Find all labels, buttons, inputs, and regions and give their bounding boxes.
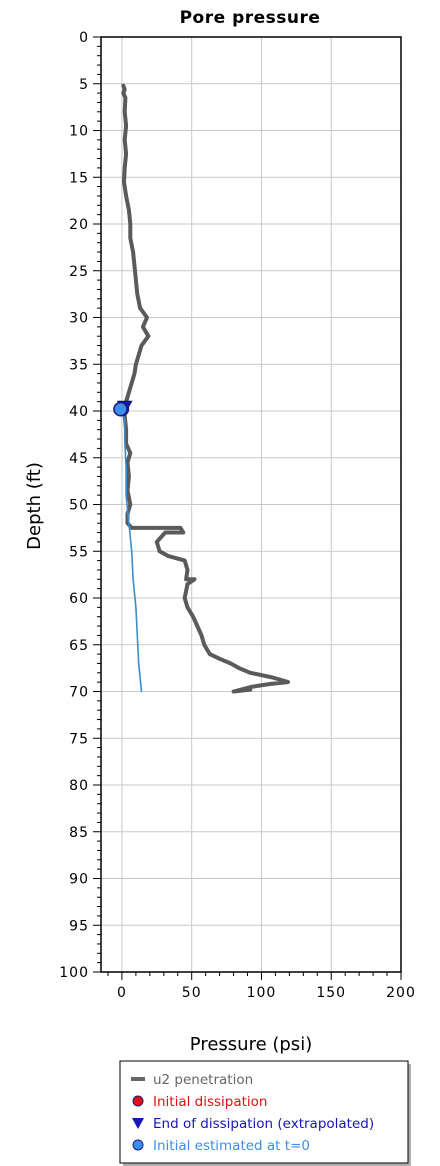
x-axis-title: Pressure (psi) bbox=[190, 1034, 312, 1055]
y-tick-label: 40 bbox=[69, 404, 89, 420]
grid bbox=[101, 36, 402, 973]
y-tick-label: 65 bbox=[69, 638, 89, 654]
y-tick-label: 50 bbox=[69, 498, 89, 514]
series-layer bbox=[113, 83, 290, 694]
y-tick-label: 10 bbox=[69, 124, 89, 140]
y-tick-label: 25 bbox=[69, 264, 89, 280]
y-tick-label: 35 bbox=[69, 357, 89, 373]
legend-label: Initial dissipation bbox=[153, 1094, 268, 1110]
legend-label: End of dissipation (extrapolated) bbox=[153, 1116, 374, 1132]
y-tick-label: 55 bbox=[69, 544, 89, 560]
y-axis-title: Depth (ft) bbox=[24, 462, 45, 550]
legend-label: Initial estimated at t=0 bbox=[153, 1138, 310, 1154]
y-tick-label: 15 bbox=[69, 170, 89, 186]
x-tick-label: 50 bbox=[182, 985, 202, 1001]
y-tick-label: 30 bbox=[69, 311, 89, 327]
y-tick-label: 5 bbox=[79, 77, 89, 93]
y-tick-label: 100 bbox=[59, 965, 89, 981]
legend-box bbox=[119, 1060, 409, 1164]
series-line bbox=[121, 408, 143, 693]
y-tick-label: 80 bbox=[69, 778, 89, 794]
y-tick-label: 60 bbox=[69, 591, 89, 607]
y-tick-label: 95 bbox=[69, 918, 89, 934]
series-point bbox=[113, 401, 128, 417]
x-tick-label: 100 bbox=[247, 985, 277, 1001]
y-tick-label: 75 bbox=[69, 731, 89, 747]
legend-circle-swatch bbox=[132, 1139, 144, 1151]
y-tick-label: 45 bbox=[69, 451, 89, 467]
axis-ticks: 0 5 10 15 20 25 30 35 40 45 50 55 60 65 70 75 80 85 90 95 10… bbox=[59, 30, 416, 1001]
legend-label: u2 penetration bbox=[153, 1072, 253, 1088]
series-line bbox=[121, 83, 290, 694]
legend-circle-swatch bbox=[132, 1095, 144, 1107]
y-tick-label: 85 bbox=[69, 825, 89, 841]
y-tick-label: 90 bbox=[69, 872, 89, 888]
y-tick-label: 20 bbox=[69, 217, 89, 233]
y-tick-label: 0 bbox=[79, 30, 89, 46]
legend: u2 penetration Initial dissipation End of … bbox=[119, 1060, 411, 1166]
y-tick-label: 70 bbox=[69, 685, 89, 701]
legend-triangle-swatch bbox=[132, 1118, 144, 1129]
chart-title: Pore pressure bbox=[180, 8, 321, 28]
x-tick-label: 0 bbox=[117, 985, 127, 1001]
x-tick-label: 150 bbox=[316, 985, 346, 1001]
x-tick-label: 200 bbox=[386, 985, 416, 1001]
